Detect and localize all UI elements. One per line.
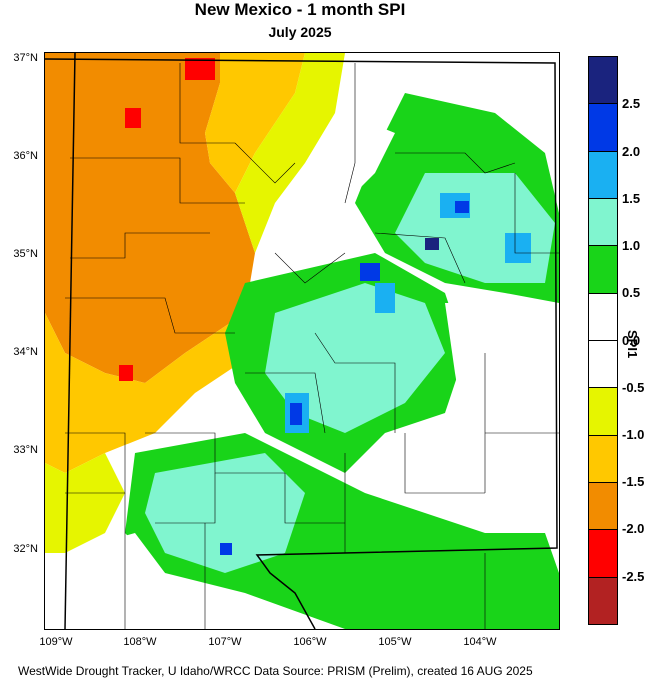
legend-tick-1-0: 1.0 [622,238,641,253]
lat-label-37: 37°N [13,52,38,64]
region-normal-east [445,303,559,473]
lat-label-36: 36°N [13,150,38,162]
legend-swatch [588,56,618,105]
legend-tick-neg-2-5: -2.5 [622,569,645,584]
legend-title: SPI1 [625,330,640,359]
legend-tick-neg-2-0: -2.0 [622,521,645,536]
region-modwet-central [265,283,445,433]
region-dry-northwest [45,53,255,383]
wetspot-2 [455,201,469,213]
hotspot-red-2 [125,108,141,128]
region-normal-southwest [45,533,165,629]
region-normal-center [285,113,395,223]
legend-tick-2-5: 2.5 [622,96,641,111]
lon-label-104: 104°W [463,636,497,648]
map-title: New Mexico - 1 month SPI [194,0,406,19]
legend-swatch [588,103,618,152]
lon-label-106: 106°W [293,636,327,648]
wetspot-9 [375,283,395,313]
lat-label-32: 32°N [13,543,38,555]
region-moddry-north [205,53,305,193]
legend-tick-2-0: 2.0 [622,144,641,159]
hotspot-red-1 [185,58,215,80]
spi-map [44,52,560,630]
legend-tick-0-5: 0.5 [622,285,641,300]
region-slightdry-north [235,53,345,253]
lat-label-35: 35°N [13,248,38,260]
legend-tick-neg-0-5: -0.5 [622,380,645,395]
legend-swatch [588,198,618,247]
wetspot-7 [290,403,302,425]
legend-swatch [588,529,618,578]
hotspot-red-3 [119,365,133,381]
lon-label-105: 105°W [378,636,412,648]
wetspot-8 [220,543,232,555]
legend-swatch [588,150,618,199]
county-lines [65,63,559,629]
region-modwet-southwest [145,453,305,573]
wetspot-5 [505,233,531,263]
region-slightdry-sw [45,453,125,553]
legend-tick-0-0: 0.0 [622,333,641,348]
legend-swatch [588,292,618,341]
legend-swatch [588,340,618,389]
map-subtitle: July 2025 [268,24,332,40]
legend-swatch [588,482,618,531]
wetspot-3 [425,238,439,250]
footer-credit: WestWide Drought Tracker, U Idaho/WRCC D… [18,664,533,678]
legend-swatch [588,434,618,483]
legend-tick-neg-1-0: -1.0 [622,427,645,442]
legend-tick-neg-1-5: -1.5 [622,474,645,489]
spi-map-canvas [45,53,559,629]
spi-legend [588,56,618,625]
lon-label-107: 107°W [208,636,242,648]
state-boundary [45,58,558,629]
lon-label-108: 108°W [123,636,157,648]
legend-tick-1-5: 1.5 [622,191,641,206]
lat-label-34: 34°N [13,346,38,358]
legend-swatch [588,576,618,625]
lon-label-109: 109°W [39,636,73,648]
state-boundary-west [64,53,76,629]
lat-label-33: 33°N [13,444,38,456]
legend-swatch [588,387,618,436]
legend-swatch [588,245,618,294]
wetspot-4 [360,263,380,281]
